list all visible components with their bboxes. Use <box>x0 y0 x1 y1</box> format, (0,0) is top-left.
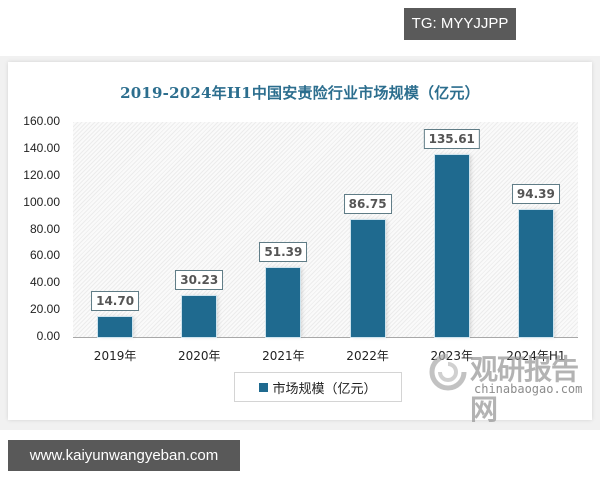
y-tick-label: 0.00 <box>36 329 60 343</box>
bar <box>434 154 469 337</box>
value-label: 94.39 <box>511 184 560 205</box>
x-tick-label: 2021年 <box>262 349 305 363</box>
url-badge: www.kaiyunwangyeban.com <box>8 440 240 471</box>
value-label: 14.70 <box>91 291 140 312</box>
y-tick-label: 40.00 <box>29 275 60 290</box>
watermark-logo-icon <box>429 353 467 391</box>
bar <box>98 317 133 337</box>
y-tick-label: 80.00 <box>29 221 60 236</box>
y-tick-label: 120.00 <box>23 167 60 182</box>
chart-card: 2019-2024年H1中国安责险行业市场规模（亿元） 0.00 20.00 40.… <box>8 62 592 426</box>
x-tick-label: 2020年 <box>177 349 221 363</box>
legend-label: 市场规模（亿元） <box>272 381 377 397</box>
x-tick-label: 2022年 <box>346 349 389 363</box>
value-label: 135.61 <box>423 128 480 149</box>
bar <box>182 296 217 337</box>
plot-area <box>73 122 578 337</box>
bar <box>518 210 553 337</box>
legend-swatch <box>259 382 269 392</box>
chart-title: 2019-2024年H1中国安责险行业市场规模（亿元） <box>120 84 480 102</box>
bar <box>350 220 385 337</box>
bar <box>266 267 301 337</box>
x-tick-label: 2019年 <box>93 349 137 363</box>
value-label: 86.75 <box>343 194 392 215</box>
y-tick-label: 60.00 <box>29 248 60 263</box>
y-tick-label: 100.00 <box>23 194 60 209</box>
value-label: 30.23 <box>175 270 224 291</box>
y-tick-label: 140.00 <box>23 140 60 155</box>
x-tick-label: 2024年H1 <box>506 349 566 363</box>
x-axis-line <box>73 337 578 338</box>
value-label: 51.39 <box>259 241 308 262</box>
legend: 市场规模（亿元） <box>234 372 402 402</box>
y-tick-label: 20.00 <box>29 302 60 317</box>
watermark-en: chinabaogao.com <box>474 382 583 396</box>
watermark: 观研报告网 chinabaogao.com <box>428 346 588 426</box>
watermark-cn: 观研报告网 <box>470 353 579 426</box>
y-tick-label: 160.00 <box>23 114 60 128</box>
tg-badge: TG: MYYJJPP <box>404 8 516 40</box>
